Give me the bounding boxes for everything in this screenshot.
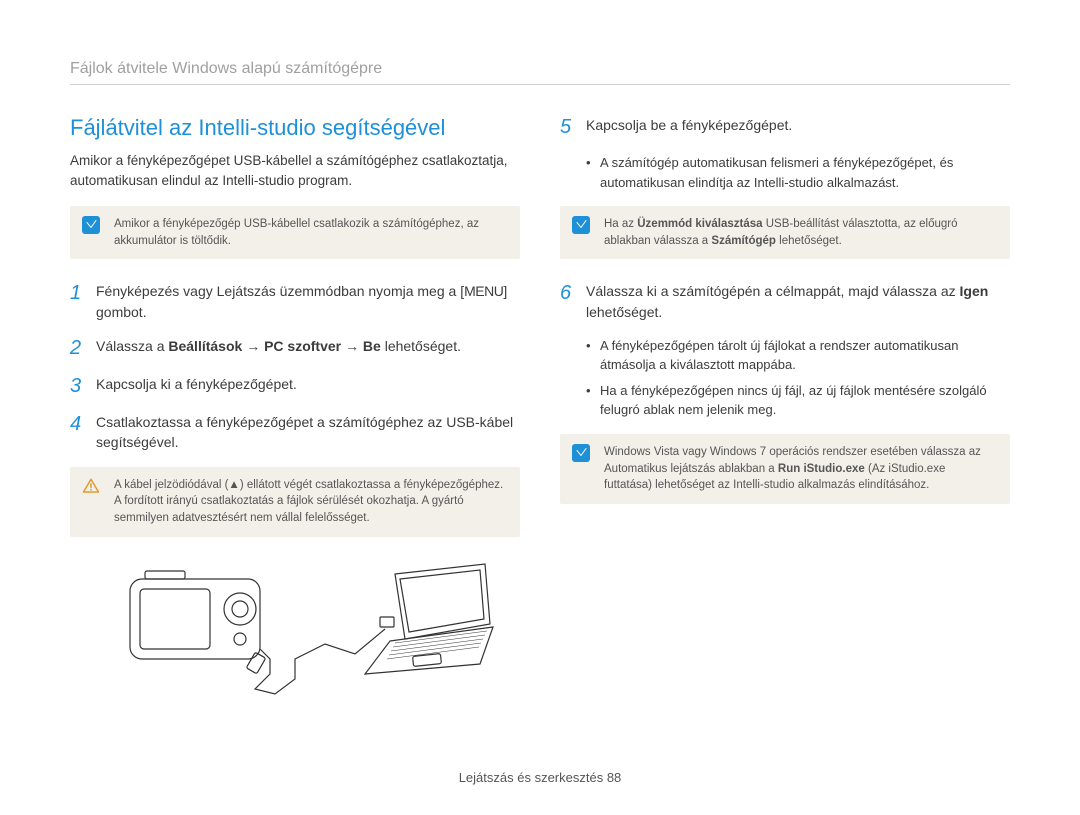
step-body: Válassza a Beállítások → PC szoftver → B… bbox=[96, 336, 520, 356]
left-column: Fájlátvitel az Intelli-studio segítségév… bbox=[70, 115, 520, 719]
note-box-charging: Amikor a fényképezőgép USB-kábellel csat… bbox=[70, 206, 520, 259]
bullet: • bbox=[586, 336, 600, 356]
step-body: Csatlakoztassa a fényképezőgépet a számí… bbox=[96, 412, 520, 453]
step-1: 1 Fényképezés vagy Lejátszás üzemmódban … bbox=[70, 281, 520, 322]
step-5: 5 Kapcsolja be a fényképezőgépet. bbox=[560, 115, 1010, 139]
warning-box: A kábel jelzödiódával (▲) ellátott végét… bbox=[70, 467, 520, 537]
info-icon bbox=[572, 444, 590, 462]
intro-paragraph: Amikor a fényképezőgépet USB-kábellel a … bbox=[70, 151, 520, 190]
bullet: • bbox=[586, 381, 600, 401]
step-number: 4 bbox=[70, 412, 96, 436]
step-text: Válassza a bbox=[96, 338, 168, 354]
step-number: 1 bbox=[70, 281, 96, 305]
note-box-vista: Windows Vista vagy Windows 7 operációs r… bbox=[560, 434, 1010, 504]
page-header: Fájlok átvitele Windows alapú számítógép… bbox=[70, 60, 1010, 85]
page-footer: Lejátszás és szerkesztés 88 bbox=[0, 770, 1080, 785]
info-icon bbox=[572, 216, 590, 234]
bold-label: PC szoftver bbox=[264, 338, 341, 354]
arrow: → bbox=[242, 338, 264, 354]
step-2: 2 Válassza a Beállítások → PC szoftver →… bbox=[70, 336, 520, 360]
info-icon bbox=[82, 216, 100, 234]
t: Ha az bbox=[604, 218, 637, 230]
step-body: Fényképezés vagy Lejátszás üzemmódban ny… bbox=[96, 281, 520, 322]
sub-text: A fényképezőgépen tárolt új fájlokat a r… bbox=[600, 336, 1010, 375]
warning-text: A kábel jelzödiódával (▲) ellátott végét… bbox=[114, 479, 503, 524]
step-6: 6 Válassza ki a számítógépén a célmappát… bbox=[560, 281, 1010, 322]
step-body: Válassza ki a számítógépén a célmappát, … bbox=[586, 281, 1010, 322]
step-text: lehetőséget. bbox=[381, 338, 461, 354]
bold-label: Be bbox=[363, 338, 381, 354]
step-3: 3 Kapcsolja ki a fényképezőgépet. bbox=[70, 374, 520, 398]
note-text: Amikor a fényképezőgép USB-kábellel csat… bbox=[114, 218, 479, 247]
sub-text: Ha a fényképezőgépen nincs új fájl, az ú… bbox=[600, 381, 1010, 420]
bold-label: Beállítások bbox=[168, 338, 242, 354]
step-6-sublist: • A fényképezőgépen tárolt új fájlokat a… bbox=[586, 336, 1010, 420]
bold-label: Igen bbox=[960, 283, 989, 299]
step-4: 4 Csatlakoztassa a fényképezőgépet a szá… bbox=[70, 412, 520, 453]
step-number: 2 bbox=[70, 336, 96, 360]
arrow: → bbox=[341, 338, 363, 354]
t: lehetőséget. bbox=[586, 304, 662, 320]
step-text: Fényképezés vagy Lejátszás üzemmódban ny… bbox=[96, 283, 464, 299]
bold-label: Üzemmód kiválasztása bbox=[637, 218, 762, 230]
step-number: 5 bbox=[560, 115, 586, 139]
step-body: Kapcsolja ki a fényképezőgépet. bbox=[96, 374, 520, 394]
t: lehetőséget. bbox=[776, 235, 842, 247]
step-body: Kapcsolja be a fényképezőgépet. bbox=[586, 115, 1010, 135]
content-columns: Fájlátvitel az Intelli-studio segítségév… bbox=[70, 115, 1010, 719]
right-column: 5 Kapcsolja be a fényképezőgépet. • A sz… bbox=[560, 115, 1010, 719]
step-5-sublist: • A számítógép automatikusan felismeri a… bbox=[586, 153, 1010, 192]
step-number: 6 bbox=[560, 281, 586, 305]
connection-illustration bbox=[70, 559, 520, 719]
bold-label: Számítógép bbox=[711, 235, 776, 247]
bullet: • bbox=[586, 153, 600, 173]
step-number: 3 bbox=[70, 374, 96, 398]
bold-label: Run iStudio.exe bbox=[778, 463, 865, 475]
note-text: Ha az Üzemmód kiválasztása USB-beállítás… bbox=[604, 218, 958, 247]
section-title: Fájlátvitel az Intelli-studio segítségév… bbox=[70, 115, 520, 141]
t: Válassza ki a számítógépén a célmappát, … bbox=[586, 283, 960, 299]
sub-text: A számítógép automatikusan felismeri a f… bbox=[600, 153, 1010, 192]
note-box-usbmode: Ha az Üzemmód kiválasztása USB-beállítás… bbox=[560, 206, 1010, 259]
note-text: Windows Vista vagy Windows 7 operációs r… bbox=[604, 446, 981, 491]
menu-label: MENU bbox=[464, 283, 503, 299]
warning-icon bbox=[82, 477, 100, 495]
